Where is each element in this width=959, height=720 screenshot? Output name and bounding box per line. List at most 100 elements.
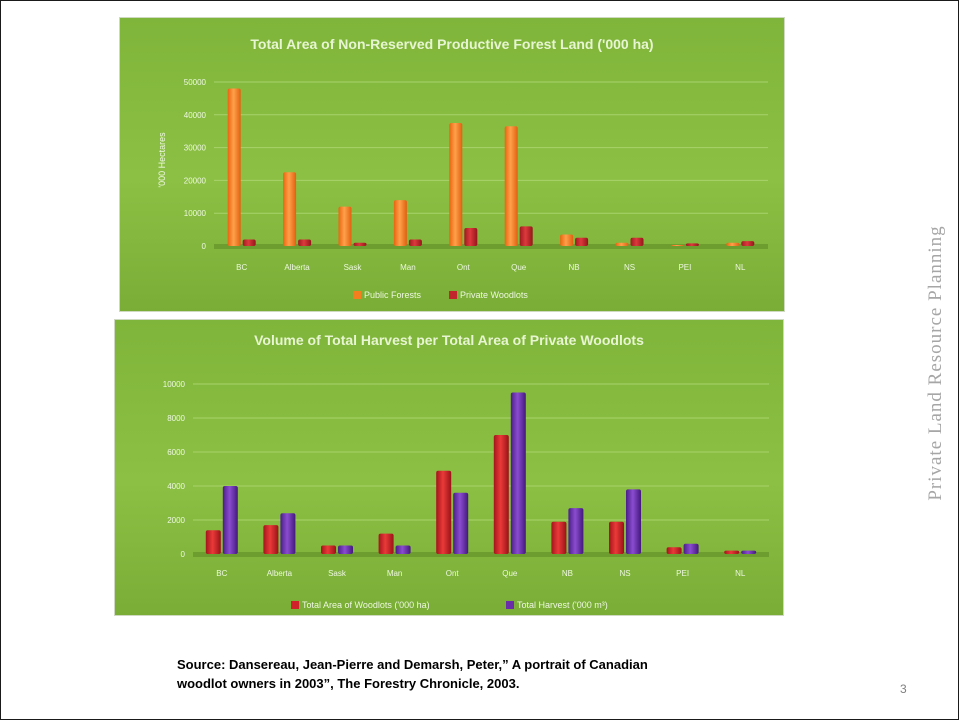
bar-public-ns (615, 242, 629, 246)
y-tick-label: 30000 (184, 144, 207, 153)
bar-harvest-ont (453, 492, 469, 554)
bar-public-nb (560, 234, 574, 246)
bar-harvest-nl (741, 550, 757, 554)
y-tick-label: 6000 (167, 448, 185, 457)
bars (227, 88, 755, 247)
x-tick-label: NB (569, 263, 580, 272)
legend: Total Area of Woodlots ('000 ha) Total H… (291, 600, 608, 610)
source-citation: Source: Dansereau, Jean-Pierre and Demar… (177, 655, 817, 693)
bar-area-ns (609, 521, 624, 554)
chart-title: Total Area of Non-Reserved Productive Fo… (250, 36, 653, 52)
chart-panel-harvest-volume: Volume of Total Harvest per Total Area o… (114, 319, 784, 616)
legend-label-woodlot-area: Total Area of Woodlots ('000 ha) (302, 600, 430, 610)
side-title: Private Land Resource Planning (925, 225, 946, 501)
bar-harvest-nb (568, 508, 584, 554)
bar-area-alberta (263, 525, 279, 554)
x-tick-label: NL (735, 263, 746, 272)
x-tick-label: Alberta (284, 263, 310, 272)
x-tick-label: PEI (678, 263, 691, 272)
legend-swatch-total-harvest (506, 601, 514, 609)
x-tick-label: Ont (457, 263, 471, 272)
legend-label-public-forests: Public Forests (364, 290, 422, 300)
chart-panel-forest-area: Total Area of Non-Reserved Productive Fo… (119, 17, 785, 312)
bar-area-bc (205, 530, 221, 554)
x-tick-label: BC (236, 263, 247, 272)
x-tick-label: Ont (446, 569, 460, 578)
chart-forest-area: Total Area of Non-Reserved Productive Fo… (120, 18, 784, 311)
bar-private-nb (575, 237, 589, 246)
x-tick-label: BC (216, 569, 227, 578)
bar-harvest-pei (683, 543, 699, 554)
y-tick-label: 50000 (184, 78, 207, 87)
bar-public-sask (338, 206, 352, 246)
x-tick-label: Sask (328, 569, 347, 578)
x-tick-label: Man (400, 263, 416, 272)
y-tick-label: 20000 (184, 176, 207, 185)
bar-public-nl (726, 242, 740, 246)
bar-private-ns (630, 237, 644, 246)
y-tick-label: 4000 (167, 482, 185, 491)
y-tick-label: 0 (202, 242, 207, 251)
x-tick-labels: BC Alberta Sask Man Ont Que NB NS PEI NL (236, 263, 746, 272)
bar-area-nl (724, 550, 740, 554)
x-tick-label: NB (562, 569, 573, 578)
chart-background (115, 320, 783, 615)
y-tick-label: 40000 (184, 111, 207, 120)
legend-swatch-private-woodlots (449, 291, 457, 299)
bar-area-man (378, 533, 394, 554)
bar-private-ont (464, 227, 478, 246)
bar-private-pei (685, 243, 699, 246)
chart-floor (193, 552, 769, 557)
bar-area-que (493, 435, 509, 554)
bar-harvest-ns (626, 489, 641, 554)
y-tick-labels: 0 2000 4000 6000 8000 10000 (163, 380, 186, 559)
page-number: 3 (900, 682, 907, 696)
bar-private-sask (353, 242, 367, 246)
bar-area-nb (551, 521, 567, 554)
chart-title: Volume of Total Harvest per Total Area o… (254, 332, 644, 348)
bar-private-que (519, 226, 533, 246)
bar-private-man (408, 239, 422, 246)
y-tick-label: 10000 (163, 380, 186, 389)
x-tick-label: Que (511, 263, 527, 272)
bar-public-alberta (283, 172, 297, 246)
x-tick-label: Man (387, 569, 403, 578)
bar-harvest-sask (338, 545, 353, 554)
y-tick-label: 10000 (184, 209, 207, 218)
y-tick-label: 8000 (167, 414, 185, 423)
y-tick-label: 2000 (167, 516, 185, 525)
bar-public-man (393, 200, 407, 246)
x-tick-labels: BC Alberta Sask Man Ont Que NB NS PEI NL (216, 569, 746, 578)
source-line-1: Source: Dansereau, Jean-Pierre and Demar… (177, 657, 648, 672)
legend-label-total-harvest: Total Harvest ('000 m³) (517, 600, 608, 610)
chart-floor (214, 244, 768, 249)
x-tick-label: Alberta (267, 569, 293, 578)
legend-label-private-woodlots: Private Woodlots (460, 290, 528, 300)
y-axis-label: '000 Hectares (157, 132, 167, 188)
bar-public-bc (227, 88, 241, 246)
bar-private-alberta (298, 239, 312, 246)
bar-public-pei (670, 245, 684, 247)
bar-area-pei (666, 547, 682, 554)
y-tick-labels: 0 10000 20000 30000 40000 50000 (184, 78, 207, 251)
bar-area-ont (436, 470, 452, 554)
bar-harvest-alberta (280, 513, 296, 554)
source-line-2: woodlot owners in 2003”, The Forestry Ch… (177, 676, 520, 691)
bar-private-bc (242, 239, 256, 246)
legend-swatch-woodlot-area (291, 601, 299, 609)
bar-area-sask (321, 545, 336, 554)
chart-harvest-volume: Volume of Total Harvest per Total Area o… (115, 320, 783, 615)
x-tick-label: NS (619, 569, 630, 578)
bar-private-nl (741, 241, 755, 246)
bar-harvest-que (510, 392, 526, 554)
bar-harvest-man (395, 545, 411, 554)
legend-swatch-public-forests (353, 291, 361, 299)
bar-public-que (504, 126, 518, 246)
x-tick-label: NL (735, 569, 746, 578)
bars (205, 392, 757, 554)
bar-harvest-bc (222, 486, 238, 554)
x-tick-label: Sask (344, 263, 363, 272)
x-tick-label: Que (502, 569, 518, 578)
x-tick-label: NS (624, 263, 635, 272)
